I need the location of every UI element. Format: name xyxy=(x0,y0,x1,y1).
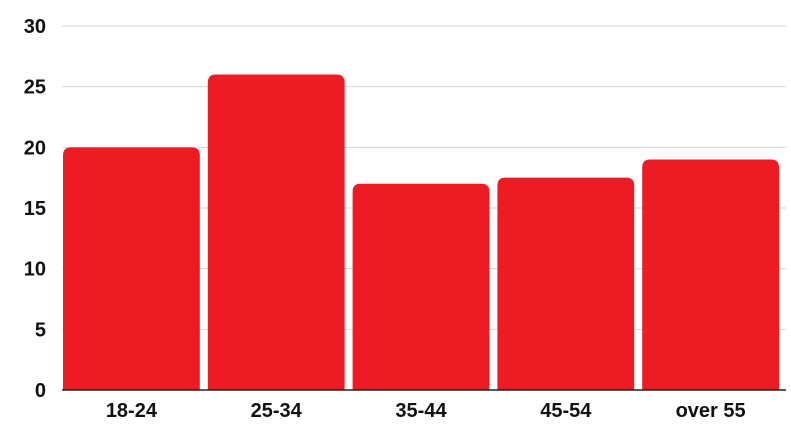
y-tick-label: 0 xyxy=(35,380,46,402)
x-category-label: 45-54 xyxy=(540,400,592,422)
bars xyxy=(63,74,779,391)
x-category-label: 35-44 xyxy=(395,400,447,422)
y-tick-label: 5 xyxy=(35,319,46,341)
bar-over-55 xyxy=(642,159,779,390)
y-tick-label: 15 xyxy=(24,198,46,220)
bar-18-24 xyxy=(63,147,200,390)
x-category-label: 18-24 xyxy=(106,400,158,422)
bar-45-54 xyxy=(497,177,635,390)
y-tick-label: 30 xyxy=(24,16,46,38)
y-axis-tick-labels: 0 5 10 15 20 25 30 xyxy=(24,16,46,402)
y-tick-label: 20 xyxy=(24,137,46,159)
y-tick-label: 25 xyxy=(24,77,46,99)
bar-35-44 xyxy=(352,183,490,390)
y-tick-label: 10 xyxy=(24,259,46,281)
x-category-label: over 55 xyxy=(676,400,746,422)
x-category-label: 25-34 xyxy=(251,400,303,422)
x-axis-category-labels: 18-24 25-34 35-44 45-54 over 55 xyxy=(106,400,746,422)
bar-25-34 xyxy=(207,74,345,391)
